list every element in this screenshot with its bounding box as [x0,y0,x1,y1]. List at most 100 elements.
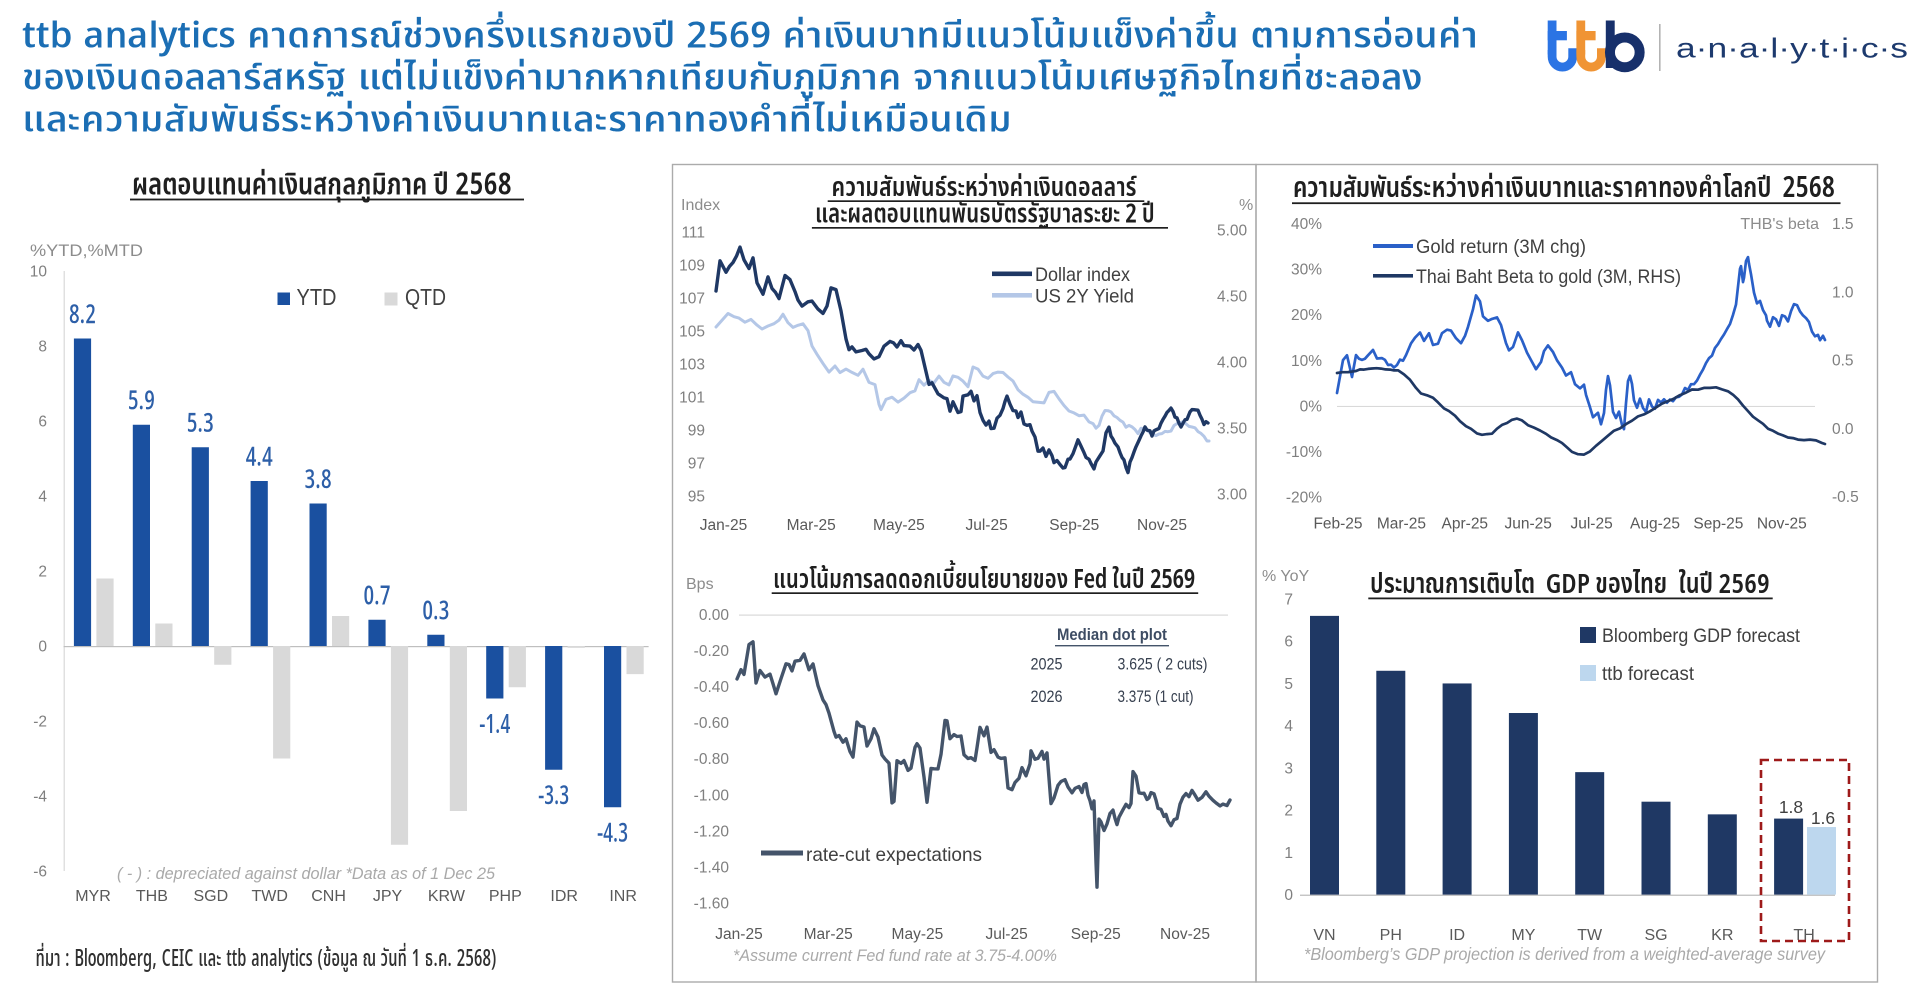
svg-text:40%: 40% [1291,216,1322,233]
svg-text:Nov-25: Nov-25 [1137,517,1187,534]
svg-text:May-25: May-25 [892,926,944,943]
svg-text:Nov-25: Nov-25 [1160,926,1210,943]
svg-text:1.8: 1.8 [1779,797,1803,817]
svg-text:3.625 ( 2 cuts): 3.625 ( 2 cuts) [1118,654,1208,673]
svg-text:-4: -4 [33,789,47,806]
svg-text:VN: VN [1313,927,1335,944]
svg-text:4: 4 [1284,718,1293,735]
svg-text:-0.20: -0.20 [694,643,730,660]
svg-text:20%: 20% [1291,307,1322,324]
svg-text:Aug-25: Aug-25 [1630,516,1680,533]
svg-text:Apr-25: Apr-25 [1442,516,1489,533]
svg-text:THB's beta: THB's beta [1740,216,1819,233]
svg-text:4.50: 4.50 [1217,289,1248,306]
svg-text:Index: Index [681,197,720,214]
svg-text:0.5: 0.5 [1832,353,1854,370]
svg-text:-20%: -20% [1286,490,1322,507]
svg-text:Bps: Bps [686,576,714,593]
svg-text:-6: -6 [33,864,47,881]
svg-text:99: 99 [688,423,705,440]
svg-text:109: 109 [679,258,705,275]
svg-text:IDR: IDR [550,888,578,905]
svg-text:30%: 30% [1291,262,1322,279]
svg-text:*Assume current Fed fund rate: *Assume current Fed fund rate at 3.75-4.… [733,946,1057,965]
svg-text:2025: 2025 [1031,654,1063,673]
svg-text:3.375 (1 cut): 3.375 (1 cut) [1118,687,1194,706]
svg-text:Feb-25: Feb-25 [1313,516,1362,533]
svg-text:Gold return (3M chg): Gold return (3M chg) [1416,236,1586,258]
svg-text:MY: MY [1511,927,1535,944]
svg-text:% YoY: % YoY [1262,568,1309,585]
svg-text:103: 103 [679,357,705,374]
svg-text:INR: INR [609,888,637,905]
svg-text:3.00: 3.00 [1217,487,1248,504]
svg-text:1.6: 1.6 [1811,808,1835,828]
svg-text:-2: -2 [33,714,47,731]
svg-text:Dollar index: Dollar index [1035,264,1130,286]
svg-text:2026: 2026 [1031,687,1063,706]
svg-text:ID: ID [1449,927,1465,944]
svg-text:Jan-25: Jan-25 [700,517,747,534]
svg-text:QTD: QTD [405,284,446,310]
svg-text:1: 1 [1284,845,1293,862]
svg-text:YTD: YTD [297,284,337,310]
svg-text:Median dot plot: Median dot plot [1057,626,1167,644]
svg-text:6: 6 [1284,634,1293,651]
svg-text:4: 4 [38,489,47,506]
svg-text:7: 7 [1284,592,1293,609]
svg-text:( - ) : depreciated against do: ( - ) : depreciated against dollar *Data… [117,864,496,883]
svg-text:105: 105 [679,324,705,341]
svg-text:-1.40: -1.40 [694,859,730,876]
svg-text:6: 6 [38,414,47,431]
svg-text:Jul-25: Jul-25 [1570,516,1612,533]
svg-text:10%: 10% [1291,353,1322,370]
svg-text:-0.60: -0.60 [694,715,730,732]
svg-text:KRW: KRW [428,888,466,905]
svg-text:PH: PH [1380,927,1402,944]
svg-text:Mar-25: Mar-25 [787,517,836,534]
svg-text:5: 5 [1284,676,1293,693]
svg-text:2: 2 [38,564,47,581]
svg-text:111: 111 [681,225,705,242]
svg-text:Nov-25: Nov-25 [1757,516,1807,533]
svg-text:a·n·a·l·y·t·i·c·s: a·n·a·l·y·t·i·c·s [1676,32,1908,63]
svg-text:3: 3 [1284,760,1293,777]
svg-text:Jul-25: Jul-25 [985,926,1027,943]
svg-text:-10%: -10% [1286,444,1322,461]
svg-text:Thai Baht Beta to gold (3M, RH: Thai Baht Beta to gold (3M, RHS) [1416,266,1681,288]
svg-text:95: 95 [688,489,705,506]
svg-text:Mar-25: Mar-25 [804,926,853,943]
svg-text:8: 8 [38,339,47,356]
svg-text:0.0: 0.0 [1832,421,1854,438]
svg-text:4.00: 4.00 [1217,355,1248,372]
svg-text:May-25: May-25 [873,517,925,534]
svg-text:PHP: PHP [489,888,522,905]
svg-text:0: 0 [1284,887,1293,904]
svg-text:0: 0 [38,639,47,656]
svg-text:-0.80: -0.80 [694,751,730,768]
svg-text:Sep-25: Sep-25 [1693,516,1743,533]
svg-text:2: 2 [1284,803,1293,820]
svg-text:CNH: CNH [311,888,346,905]
svg-text:Jul-25: Jul-25 [965,517,1007,534]
svg-text:MYR: MYR [75,888,111,905]
svg-text:%: % [1239,197,1253,214]
svg-text:%YTD,%MTD: %YTD,%MTD [30,242,143,260]
svg-text:97: 97 [688,456,705,473]
svg-text:*Bloomberg’s GDP projection is: *Bloomberg’s GDP projection is derived f… [1304,944,1826,964]
svg-text:TWD: TWD [251,888,287,905]
svg-text:Mar-25: Mar-25 [1377,516,1426,533]
svg-text:-1.60: -1.60 [694,896,730,913]
svg-text:5.00: 5.00 [1217,223,1248,240]
svg-text:107: 107 [679,291,705,308]
svg-text:101: 101 [679,390,705,407]
svg-text:ttb forecast: ttb forecast [1602,664,1695,685]
svg-text:0%: 0% [1300,398,1323,415]
svg-text:1.5: 1.5 [1832,216,1854,233]
svg-text:1.0: 1.0 [1832,284,1854,301]
svg-text:Sep-25: Sep-25 [1071,926,1121,943]
svg-text:10: 10 [30,264,48,281]
svg-text:-1.20: -1.20 [694,823,730,840]
svg-text:-1.00: -1.00 [694,787,730,804]
svg-text:-0.5: -0.5 [1832,489,1859,506]
